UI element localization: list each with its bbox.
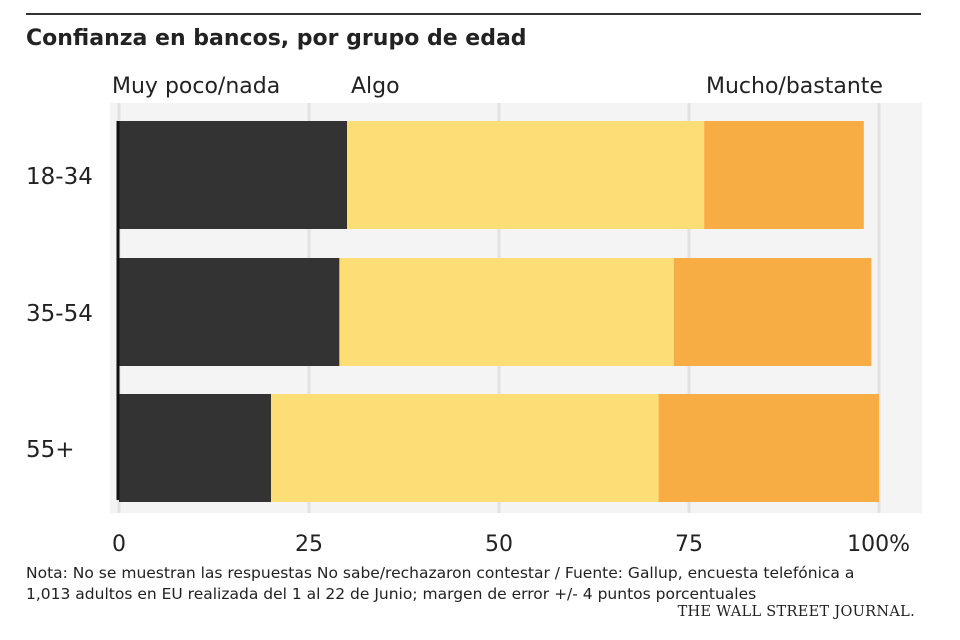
x-tick-label: 100%: [847, 532, 910, 557]
bar-55+-series-2: [658, 394, 879, 502]
legend-label-0: Muy poco/nada: [112, 74, 280, 99]
footnote-line-2: 1,013 adultos en EU realizada del 1 al 2…: [26, 585, 757, 603]
category-label: 35-54: [26, 301, 93, 327]
bar-35-54-series-0: [119, 258, 340, 366]
source-credit: THE WALL STREET JOURNAL.: [677, 604, 915, 620]
chart-title: Confianza en bancos, por grupo de edad: [26, 26, 527, 51]
bar-35-54-series-2: [673, 258, 872, 366]
x-tick-label: 50: [485, 532, 513, 557]
footnote-line-1: Nota: No se muestran las respuestas No s…: [26, 564, 855, 582]
bar-18-34-series-2: [704, 121, 864, 229]
x-tick-label: 0: [112, 532, 126, 557]
legend-label-1: Algo: [351, 74, 400, 99]
bar-55+-series-0: [119, 394, 271, 502]
footnote: Nota: No se muestran las respuestas No s…: [26, 563, 921, 605]
legend-label-2: Mucho/bastante: [706, 74, 883, 99]
bar-55+-series-1: [271, 394, 659, 502]
bar-18-34-series-1: [347, 121, 705, 229]
category-label: 55+: [26, 437, 75, 463]
bar-18-34-series-0: [119, 121, 347, 229]
category-label: 18-34: [26, 164, 93, 190]
x-tick-label: 75: [675, 532, 703, 557]
bar-35-54-series-1: [339, 258, 674, 366]
x-tick-label: 25: [295, 532, 323, 557]
top-rule: [26, 13, 921, 15]
